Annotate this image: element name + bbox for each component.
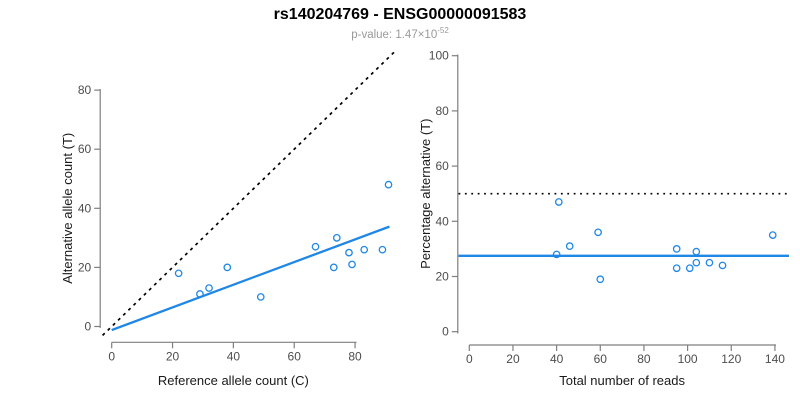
right-panel: 0 20 40 60 80 100 120 140 0 20 40 60 80 100 Total numb… xyxy=(418,49,789,388)
x-tick-label: 60 xyxy=(594,352,608,366)
data-point xyxy=(329,263,338,272)
data-point xyxy=(256,293,265,301)
y-tick-label: 0 xyxy=(442,325,449,339)
x-tick-label: 20 xyxy=(166,349,180,363)
y-tick-label: 0 xyxy=(85,320,92,334)
data-point xyxy=(594,228,602,237)
y-axis-title: Alternative allele count (T) xyxy=(60,133,75,284)
data-point xyxy=(565,242,574,250)
data-point xyxy=(384,180,393,189)
x-tick-label: 40 xyxy=(550,352,564,366)
x-tick-label: 20 xyxy=(506,352,520,366)
x-tick-label: 80 xyxy=(348,349,362,363)
data-point xyxy=(554,198,563,206)
y-tick-label: 40 xyxy=(435,214,449,228)
y-tick-label: 40 xyxy=(78,201,92,215)
x-tick-label: 0 xyxy=(108,349,115,363)
y-tick-label: 100 xyxy=(429,49,449,63)
y-tick-label: 20 xyxy=(78,260,92,274)
data-point xyxy=(685,264,694,273)
data-point xyxy=(205,284,213,292)
y-axis-title: Percentage alternative (T) xyxy=(418,119,433,269)
identity-line xyxy=(101,52,396,336)
x-tick-label: 80 xyxy=(637,352,651,366)
x-tick-label: 60 xyxy=(288,349,302,363)
data-point xyxy=(718,261,727,270)
data-point xyxy=(360,245,369,254)
x-axis-title: Total number of reads xyxy=(559,373,685,388)
y-tick-label: 60 xyxy=(435,159,449,173)
data-point xyxy=(378,245,387,254)
data-point xyxy=(692,247,701,256)
data-point xyxy=(672,264,681,273)
data-point xyxy=(768,231,777,239)
x-tick-label: 40 xyxy=(227,349,241,363)
x-tick-label: 0 xyxy=(466,352,473,366)
data-point xyxy=(345,248,353,257)
x-tick-label: 140 xyxy=(765,352,785,366)
y-tick-label: 80 xyxy=(435,104,449,118)
pvalue-mantissa: 1.47×10 xyxy=(395,28,438,41)
y-tick-label: 60 xyxy=(78,142,92,156)
chart-subtitle: p-value: 1.47×10-52 xyxy=(0,26,800,41)
x-axis-title: Reference allele count (C) xyxy=(158,373,309,388)
data-point xyxy=(174,269,183,278)
pvalue-prefix: p-value: xyxy=(351,28,396,41)
chart-title: rs140204769 - ENSG00000091583 xyxy=(273,6,527,23)
x-tick-label: 100 xyxy=(678,352,698,366)
fit-line xyxy=(111,225,390,332)
data-point xyxy=(552,250,561,259)
data-point xyxy=(705,258,714,267)
data-point xyxy=(596,275,605,284)
y-tick-label: 20 xyxy=(435,270,449,284)
x-tick-label: 120 xyxy=(721,352,741,366)
data-point xyxy=(223,263,232,272)
data-point xyxy=(692,258,701,267)
left-panel: 0 20 40 60 80 0 20 40 60 80 Reference allele count… xyxy=(60,52,396,388)
data-point xyxy=(196,290,204,298)
pvalue-exponent: -52 xyxy=(437,26,449,35)
y-tick-label: 80 xyxy=(78,83,92,97)
data-point xyxy=(311,242,320,251)
data-point xyxy=(332,234,341,242)
data-point xyxy=(348,260,356,269)
data-point xyxy=(672,245,681,253)
